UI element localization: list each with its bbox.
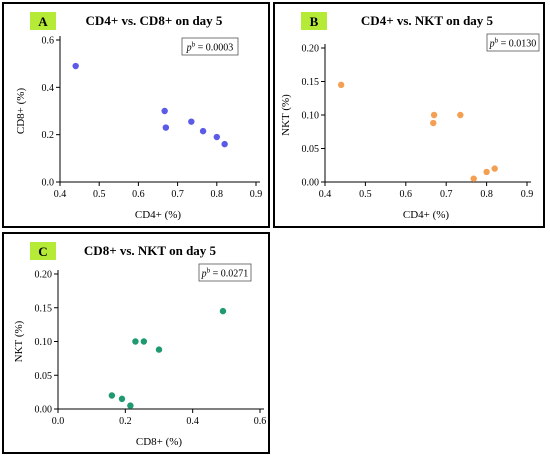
y-tick-label: 0.20 <box>35 270 53 281</box>
x-tick-label: 0.7 <box>440 189 453 200</box>
x-tick-label: 0.4 <box>54 189 67 200</box>
x-axis-label: CD8+ (%) <box>136 436 183 448</box>
data-point <box>199 127 207 135</box>
y-axis-label: NKT (%) <box>280 94 292 136</box>
p-value-box <box>486 33 540 52</box>
x-axis-label: CD4+ (%) <box>135 209 182 221</box>
panel-badge <box>301 12 327 30</box>
data-point <box>430 119 437 127</box>
panel-badge <box>30 12 56 30</box>
x-tick-label: 0.9 <box>250 189 263 200</box>
panel-c: C CD8+ vs. NKT on day 5 pb = 0.0271 0.0 0.2 0… <box>2 232 270 454</box>
data-point <box>470 175 477 182</box>
y-tick-label: 0.2 <box>42 130 55 141</box>
x-tick-label: 0.8 <box>211 189 224 200</box>
y-tick-label: 0.4 <box>42 83 55 94</box>
data-point <box>483 168 490 176</box>
data-point <box>72 62 79 70</box>
data-point <box>491 165 498 172</box>
p-value-text: pb = 0.0003 <box>186 41 234 54</box>
x-tick-label: 0.7 <box>171 189 184 200</box>
chart-title: CD8+ vs. NKT on day 5 <box>84 243 217 258</box>
p-value-text: pb = 0.0130 <box>489 37 537 50</box>
data-point <box>127 402 134 409</box>
x-tick-label: 0.4 <box>186 416 199 427</box>
x-tick-label: 0.0 <box>52 416 65 427</box>
x-tick-label: 0.6 <box>400 189 413 200</box>
data-point <box>188 118 195 125</box>
p-symbol: p <box>186 43 192 54</box>
p-value-box <box>181 37 239 56</box>
data-point <box>221 140 228 148</box>
y-tick-label: 0.20 <box>302 44 320 55</box>
data-point <box>108 392 116 399</box>
p-value: = 0.0130 <box>498 39 536 50</box>
data-point <box>132 338 139 345</box>
y-tick-label: 0.15 <box>302 77 320 88</box>
x-tick-label: 0.9 <box>521 189 534 200</box>
x-tick-label: 0.8 <box>480 189 493 200</box>
y-tick-label: 0.10 <box>35 337 53 348</box>
x-tick-label: 0.6 <box>132 189 145 200</box>
chart-title: CD4+ vs. CD8+ on day 5 <box>86 13 223 28</box>
data-point <box>430 111 438 119</box>
p-value: = 0.0271 <box>210 269 248 280</box>
x-tick-label: 0.2 <box>119 416 132 427</box>
x-tick-label: 0.4 <box>319 189 332 200</box>
p-value-box <box>198 263 252 282</box>
panel-a: A CD4+ vs. CD8+ on day 5 pb = 0.0003 0.4 0.5… <box>2 2 270 228</box>
data-point <box>118 395 126 403</box>
data-point <box>162 124 170 131</box>
data-point <box>213 133 220 141</box>
panel-label: B <box>310 14 319 29</box>
panel-label: A <box>38 14 48 29</box>
chart-title: CD4+ vs. NKT on day 5 <box>361 13 494 28</box>
y-tick-label: 0.05 <box>35 371 53 382</box>
y-tick-label: 0.15 <box>35 303 53 314</box>
panel-label: C <box>38 244 47 259</box>
y-tick-label: 0.0 <box>42 178 55 189</box>
data-point <box>161 107 168 115</box>
y-tick-label: 0.00 <box>302 178 320 189</box>
y-axis-label: CD8+ (%) <box>15 88 27 135</box>
p-symbol: p <box>201 269 207 280</box>
data-point <box>219 307 227 315</box>
x-tick-label: 0.5 <box>359 189 372 200</box>
p-value-text: pb = 0.0271 <box>201 267 249 280</box>
x-axis-label: CD4+ (%) <box>403 209 450 221</box>
data-point <box>337 81 345 89</box>
p-symbol: p <box>489 39 495 50</box>
chart-a: A CD4+ vs. CD8+ on day 5 pb = 0.0003 0.4 0.5… <box>15 12 263 221</box>
data-point <box>457 111 464 119</box>
panel-b: B CD4+ vs. NKT on day 5 pb = 0.0130 0.4 0.5 0… <box>273 2 545 228</box>
y-tick-label: 0.05 <box>302 144 320 155</box>
y-tick-label: 0.00 <box>35 405 53 416</box>
x-tick-label: 0.5 <box>93 189 106 200</box>
chart-b: B CD4+ vs. NKT on day 5 pb = 0.0130 0.4 0.5 0… <box>280 12 540 221</box>
y-axis-label: NKT (%) <box>13 320 25 362</box>
panel-badge <box>30 242 56 260</box>
y-tick-label: 0.10 <box>302 111 320 122</box>
data-point <box>140 338 148 345</box>
p-superscript: b <box>207 267 211 275</box>
p-superscript: b <box>495 37 499 45</box>
p-value: = 0.0003 <box>195 43 233 54</box>
p-superscript: b <box>192 41 196 49</box>
y-tick-label: 0.6 <box>42 36 55 47</box>
data-point <box>155 346 163 353</box>
x-tick-label: 0.6 <box>254 416 267 427</box>
